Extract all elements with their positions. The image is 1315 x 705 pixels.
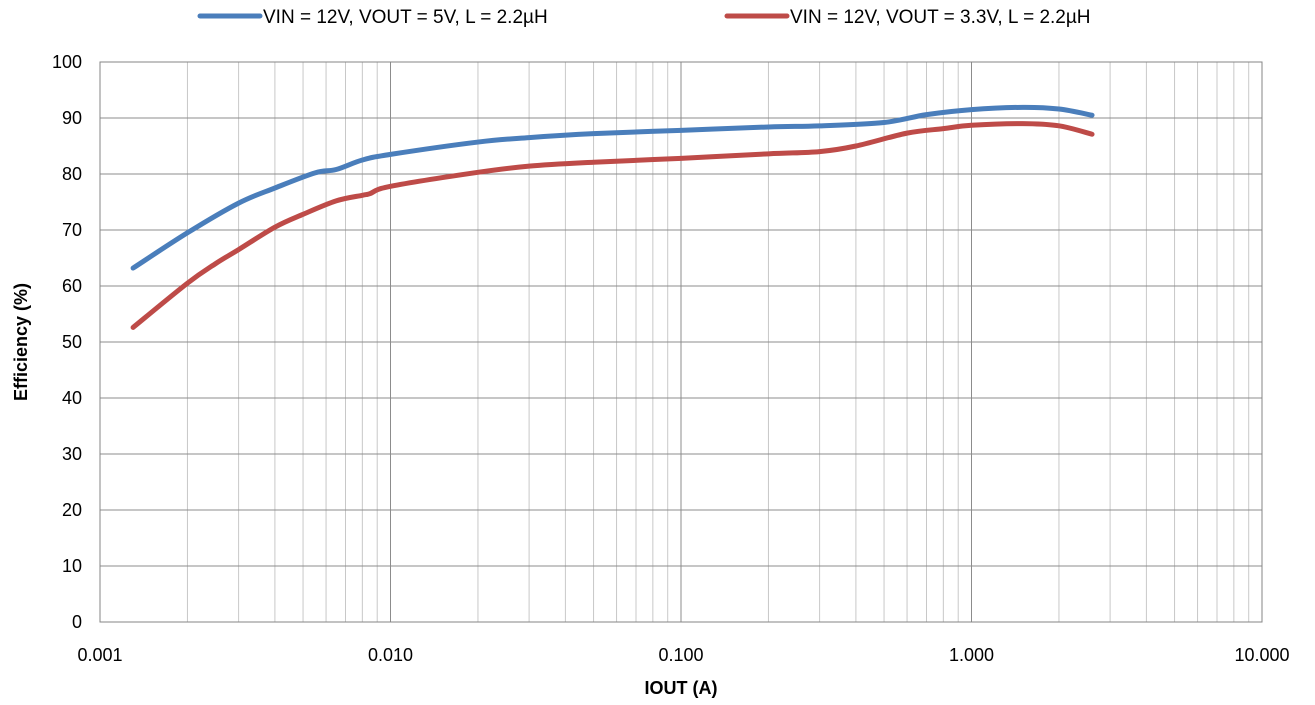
x-tick-label: 1.000 [949,645,994,665]
x-tick-label: 0.001 [77,645,122,665]
y-tick-label: 30 [62,444,82,464]
y-tick-label: 40 [62,388,82,408]
series-line-1 [130,104,1095,271]
y-tick-label: 80 [62,164,82,184]
y-axis-tick-labels: 0 10 20 30 40 50 60 70 80 90 100 [52,52,82,632]
y-tick-label: 10 [62,556,82,576]
legend-label-2: VIN = 12V, VOUT = 3.3V, L = 2.2µH [790,7,1091,28]
x-axis-title: IOUT (A) [645,678,718,698]
y-tick-label: 0 [72,612,82,632]
x-axis-tick-labels: 0.001 0.010 0.100 1.000 10.000 [77,645,1289,665]
series-line-2 [130,121,1095,330]
series-lines [130,104,1095,330]
y-axis-title: Efficiency (%) [11,283,31,401]
y-tick-label: 20 [62,500,82,520]
y-tick-label: 60 [62,276,82,296]
y-tick-label: 90 [62,108,82,128]
y-tick-label: 50 [62,332,82,352]
y-tick-label: 70 [62,220,82,240]
x-tick-label: 0.100 [658,645,703,665]
plot-area-border [99,61,1263,623]
major-gridlines [100,62,1262,622]
legend: VIN = 12V, VOUT = 5V, L = 2.2µH VIN = 12V… [197,7,1091,28]
x-tick-label: 10.000 [1234,645,1289,665]
x-tick-label: 0.010 [368,645,413,665]
legend-label-1: VIN = 12V, VOUT = 5V, L = 2.2µH [263,7,548,28]
y-tick-label: 100 [52,52,82,72]
